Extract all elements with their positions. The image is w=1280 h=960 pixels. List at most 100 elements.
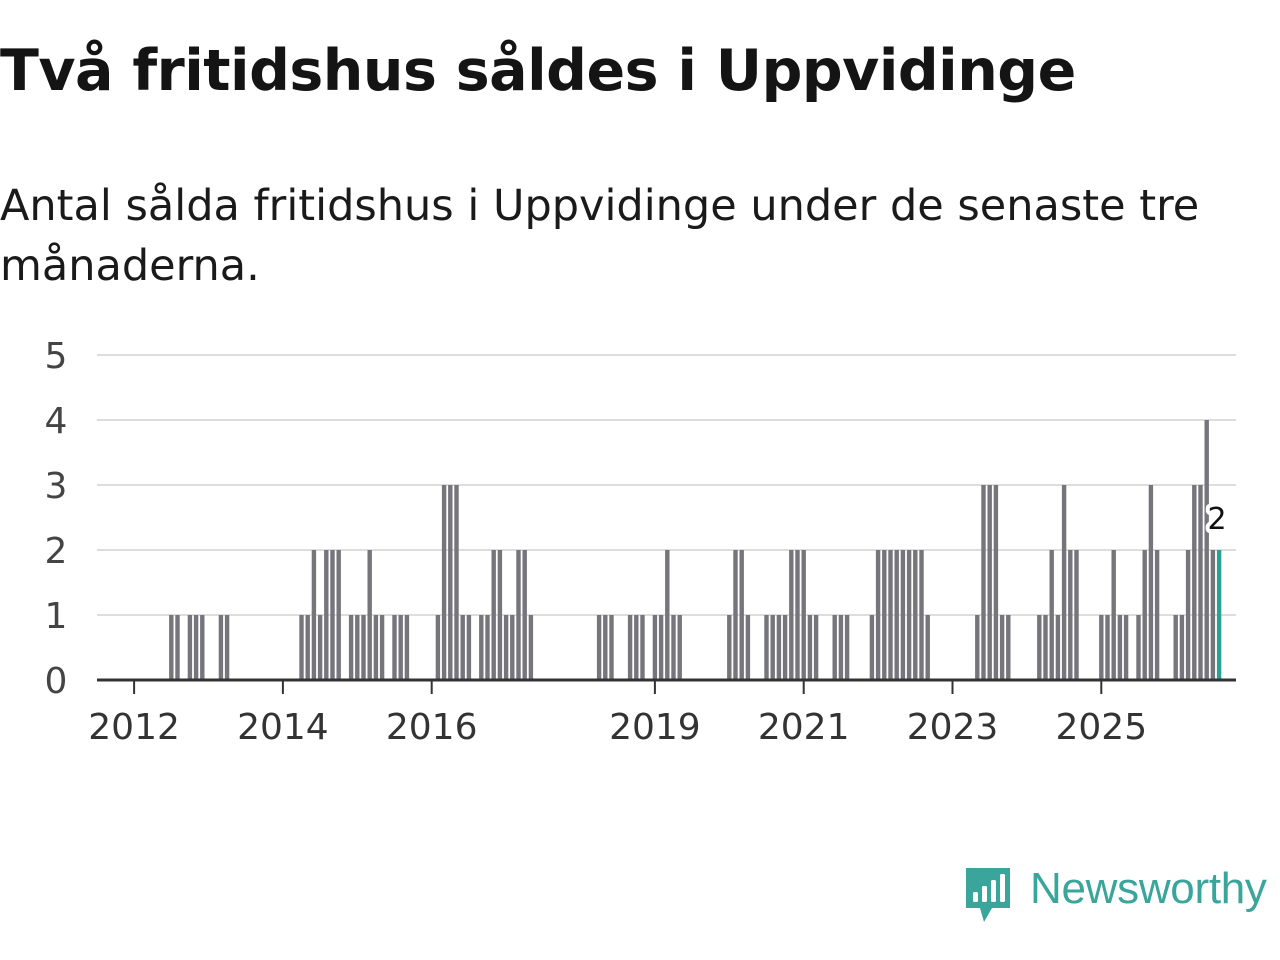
y-tick-label: 3 xyxy=(45,466,68,507)
y-tick-label: 2 xyxy=(45,531,68,572)
bar-highlight xyxy=(1216,550,1222,680)
bar xyxy=(782,615,788,680)
bar xyxy=(1154,550,1160,680)
bar xyxy=(466,615,472,680)
bar xyxy=(894,550,899,680)
bar xyxy=(1179,615,1185,680)
bar xyxy=(603,615,608,680)
bar xyxy=(441,485,447,680)
bar xyxy=(479,615,484,680)
bar xyxy=(355,615,360,680)
bar xyxy=(627,615,633,680)
bar xyxy=(1123,615,1129,680)
bar xyxy=(224,615,230,680)
bar xyxy=(497,550,503,680)
bar xyxy=(844,615,850,680)
bar xyxy=(404,615,410,680)
bar xyxy=(987,485,992,680)
bar xyxy=(1049,550,1054,680)
brand-name: Newsworthy xyxy=(1030,864,1267,913)
bar xyxy=(975,615,980,680)
bar xyxy=(801,550,806,680)
bar xyxy=(795,550,800,680)
bar xyxy=(485,615,490,680)
bar xyxy=(1105,615,1110,680)
bar xyxy=(336,550,341,680)
bar xyxy=(609,615,614,680)
bar xyxy=(373,615,379,680)
bar xyxy=(634,615,639,680)
x-tick-label: 2025 xyxy=(1055,707,1147,748)
bar xyxy=(348,615,354,680)
bar xyxy=(311,550,317,680)
bar xyxy=(640,615,645,680)
bar xyxy=(460,615,465,680)
bar xyxy=(658,615,664,680)
bar xyxy=(392,615,397,680)
bar xyxy=(832,615,837,680)
bar xyxy=(522,550,527,680)
x-tick-label: 2016 xyxy=(386,707,478,748)
chart-subtitle: Antal sålda fritidshus i Uppvidinge unde… xyxy=(0,181,1200,291)
bar xyxy=(1099,615,1104,680)
bar xyxy=(1037,615,1042,680)
bar xyxy=(652,615,658,680)
bar xyxy=(169,615,174,680)
newsworthy-logo-icon xyxy=(966,868,1010,922)
bar xyxy=(906,550,912,680)
bar xyxy=(1068,550,1073,680)
bar xyxy=(218,615,224,680)
bar xyxy=(491,550,496,680)
bar xyxy=(882,550,887,680)
bar xyxy=(448,485,453,680)
bar xyxy=(1198,485,1203,680)
bar xyxy=(807,615,813,680)
bar xyxy=(677,615,682,680)
x-tick-label: 2012 xyxy=(88,707,180,748)
labels: 0 1 2 3 4 5 2012 2014 2016 2019 2021 2023 2025 2 xyxy=(45,336,1231,748)
bar xyxy=(925,615,930,680)
bar xyxy=(993,485,999,680)
bar xyxy=(528,615,534,680)
bar xyxy=(454,485,459,680)
y-tick-label: 0 xyxy=(45,661,68,702)
page-title: Två fritidshus såldes i Uppvidinge xyxy=(0,38,1076,104)
bar xyxy=(981,485,986,680)
bar xyxy=(1061,485,1067,680)
bar xyxy=(1148,485,1154,680)
bar xyxy=(919,550,924,680)
bar xyxy=(770,615,775,680)
bar xyxy=(1043,615,1048,680)
bar xyxy=(193,615,199,680)
bar xyxy=(671,615,676,680)
bar xyxy=(367,550,372,680)
bar xyxy=(379,615,385,680)
bar xyxy=(776,615,782,680)
bar xyxy=(398,615,403,680)
bar xyxy=(1210,550,1216,680)
bar xyxy=(900,550,906,680)
bar xyxy=(1006,615,1011,680)
y-tick-label: 1 xyxy=(45,596,68,637)
bars xyxy=(169,420,1222,680)
bar xyxy=(665,550,670,680)
x-tick-label: 2014 xyxy=(237,707,329,748)
bar xyxy=(875,550,881,680)
bar xyxy=(727,615,732,680)
bar xyxy=(317,615,323,680)
y-tick-label: 4 xyxy=(45,401,68,442)
bar xyxy=(869,615,875,680)
bar xyxy=(813,615,819,680)
x-tick-label: 2023 xyxy=(907,707,999,748)
bar xyxy=(838,615,844,680)
bar xyxy=(1173,615,1178,680)
bar xyxy=(1136,615,1141,680)
bar xyxy=(200,615,205,680)
bar xyxy=(510,615,515,680)
bar xyxy=(1192,485,1197,680)
bar xyxy=(913,550,918,680)
bar xyxy=(299,615,304,680)
bar xyxy=(789,550,794,680)
bar xyxy=(1117,615,1123,680)
bar xyxy=(361,615,366,680)
